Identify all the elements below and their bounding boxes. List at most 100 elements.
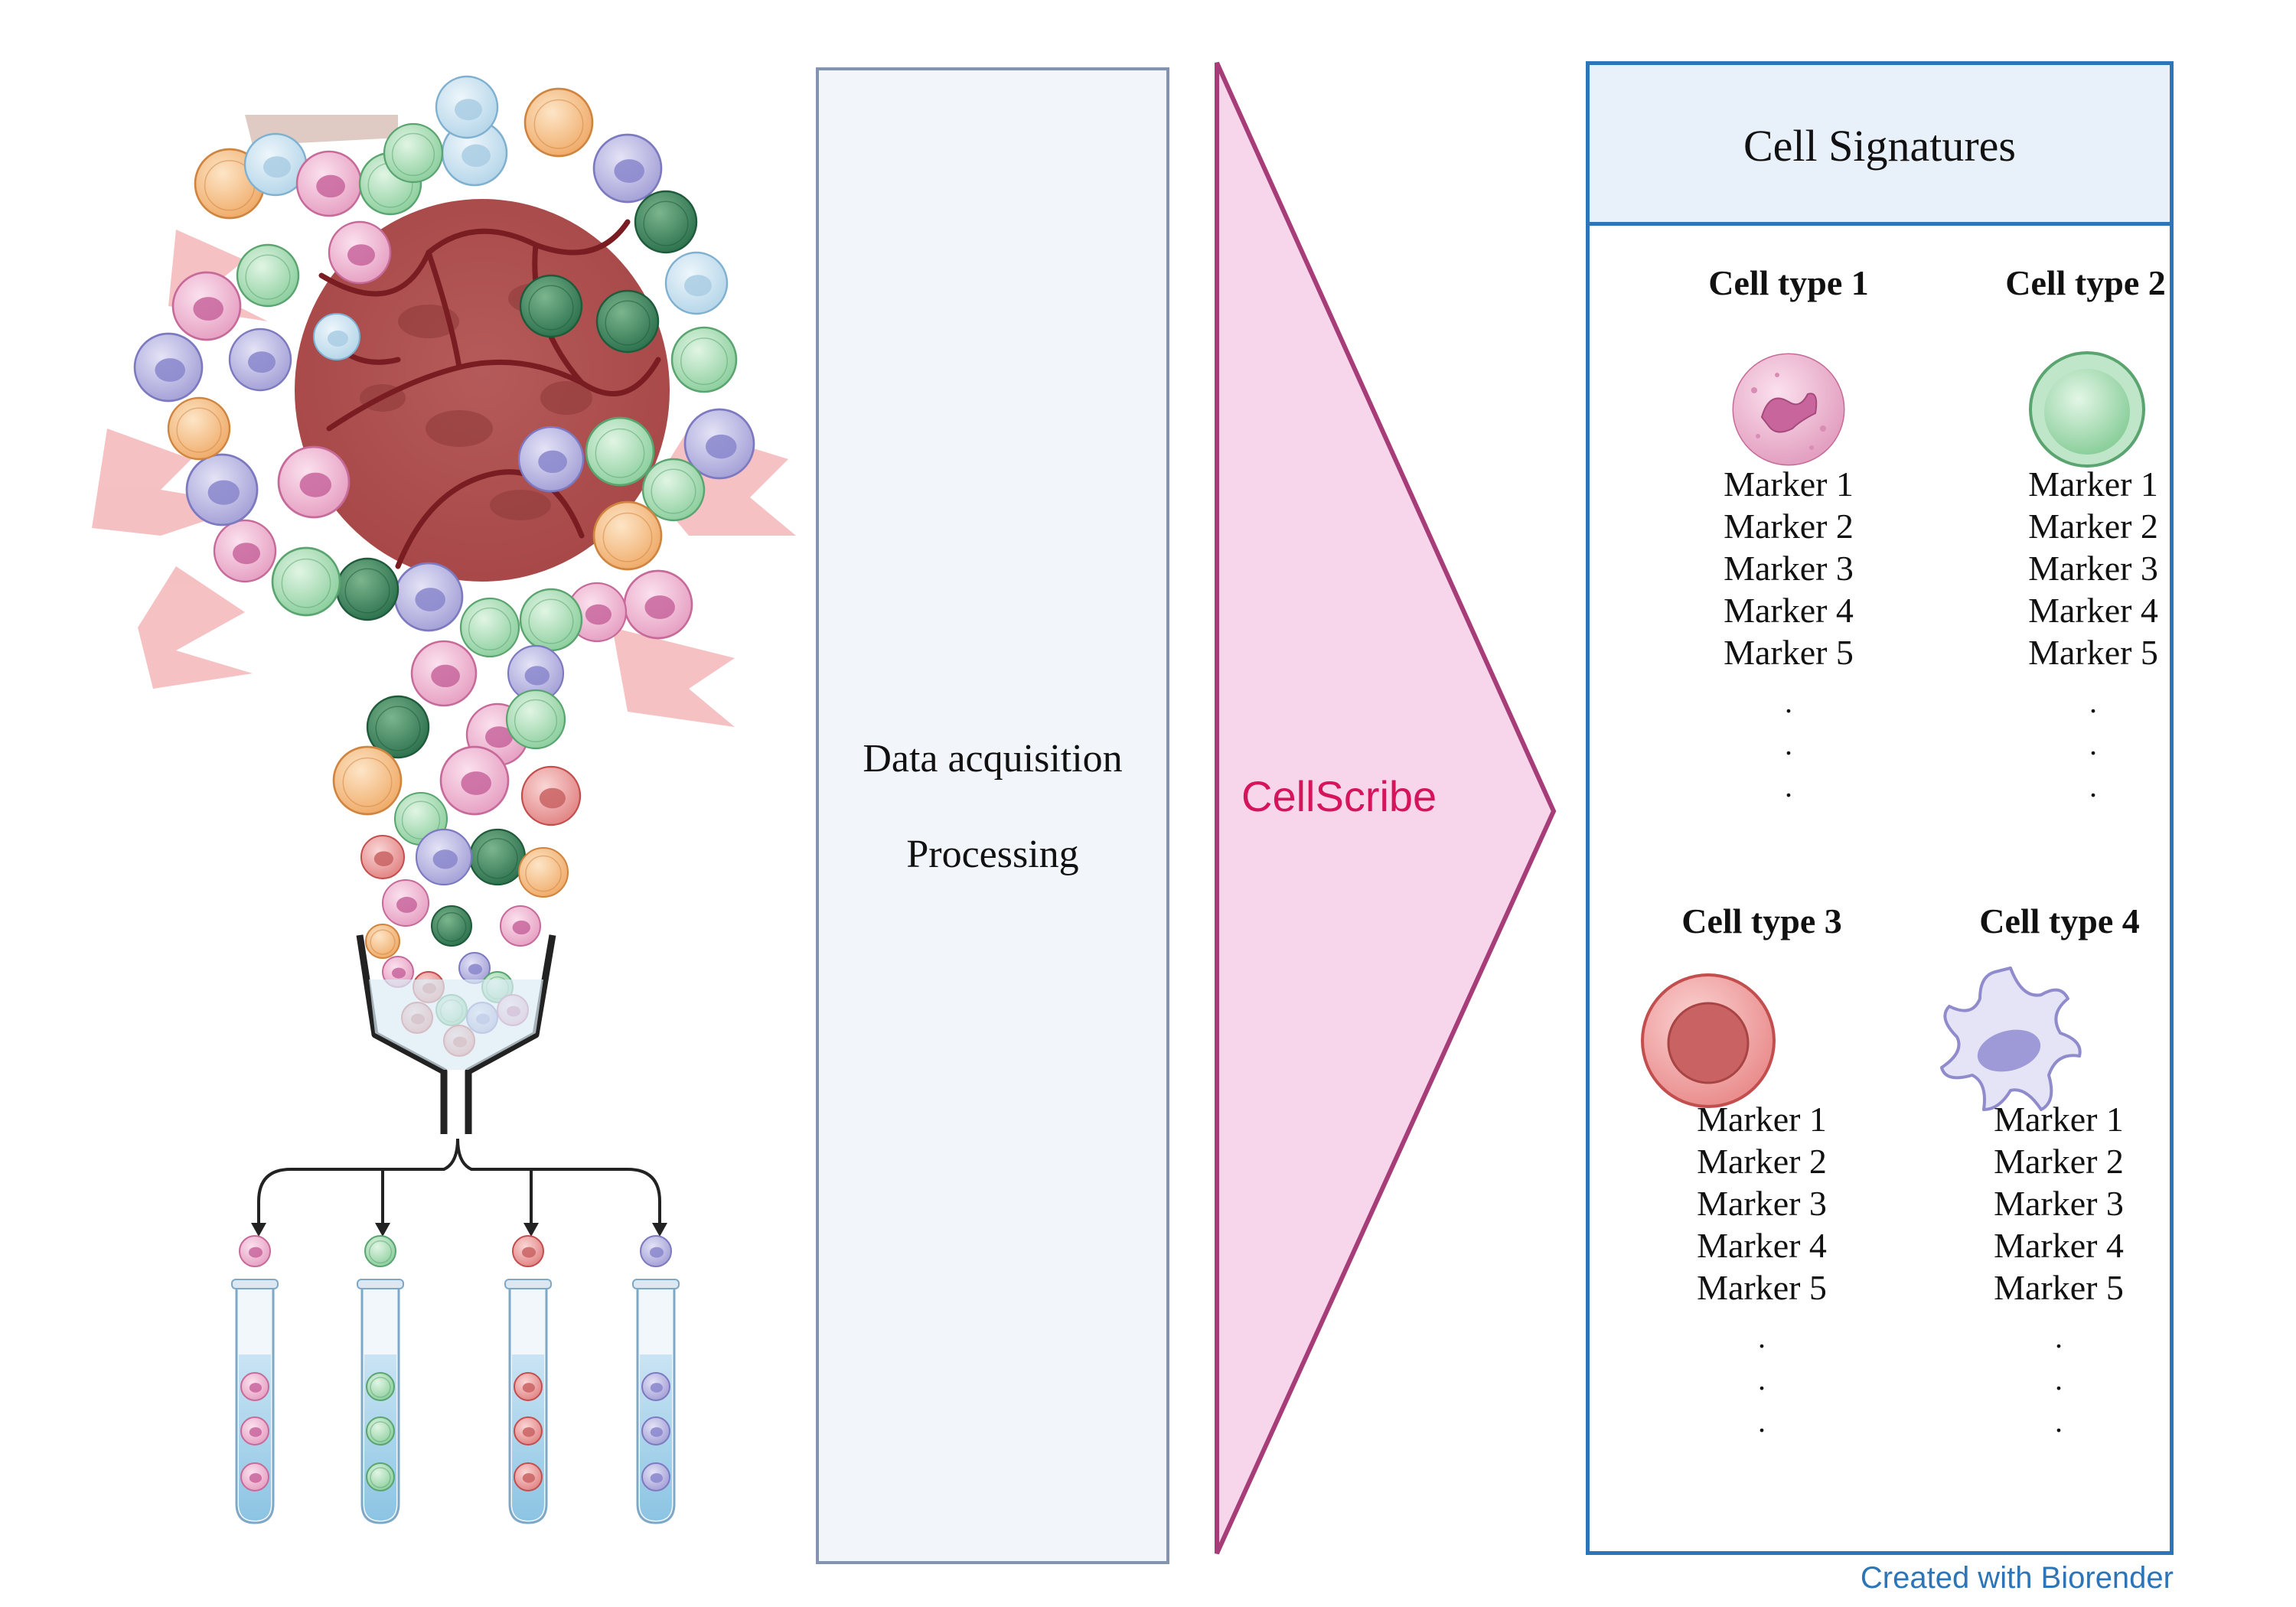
purple-cell xyxy=(683,408,755,480)
signatures-title: Cell Signatures xyxy=(1743,121,2016,171)
cell-type-2-title: Cell type 2 xyxy=(2005,263,2166,302)
marker-item: Marker 5 xyxy=(1724,633,1854,672)
cell-type-3-icon xyxy=(1641,973,1776,1108)
cell-type-1-markers: Marker 1 Marker 2 Marker 3 Marker 4 Mark… xyxy=(1674,463,1903,673)
processing-panel: Data acquisition Processing xyxy=(816,67,1169,1564)
ellipsis-dots: ... xyxy=(2055,1320,2063,1439)
marker-item: Marker 3 xyxy=(1994,1184,2124,1223)
marker-item: Marker 1 xyxy=(2028,464,2158,504)
pink-cell xyxy=(240,1416,269,1446)
funnel xyxy=(356,934,556,1134)
signatures-header: Cell Signatures xyxy=(1590,65,2170,226)
dgreen-cell xyxy=(366,695,430,759)
purple-cell xyxy=(641,1372,670,1401)
green-cell xyxy=(364,1235,396,1267)
orange-cell xyxy=(365,924,400,959)
green-cell xyxy=(366,1372,395,1401)
data-acquisition-label: Data acquisition xyxy=(863,737,1123,781)
marker-item: Marker 2 xyxy=(2028,507,2158,546)
pink-cell xyxy=(240,1372,269,1401)
processing-label: Processing xyxy=(906,833,1079,876)
blue-cell xyxy=(435,75,499,139)
method-arrow-shape xyxy=(1215,61,1557,1555)
marker-item: Marker 4 xyxy=(2028,591,2158,630)
orange-cell xyxy=(592,500,663,571)
pink-cell xyxy=(277,445,351,519)
purple-cell xyxy=(415,828,473,886)
marker-item: Marker 5 xyxy=(2028,633,2158,672)
tumor-sorting-illustration xyxy=(92,75,796,1524)
cell-type-4-title: Cell type 4 xyxy=(1979,901,2140,940)
dgreen-cell xyxy=(595,289,660,354)
cell-type-3-markers: Marker 1 Marker 2 Marker 3 Marker 4 Mark… xyxy=(1647,1098,1877,1309)
orange-cell xyxy=(332,745,403,816)
pink-cell xyxy=(213,519,277,583)
dgreen-cell xyxy=(519,274,583,338)
cell-signatures-panel: Cell Signatures Cell type 1 Cell type 2 … xyxy=(1586,61,2174,1555)
red-cell xyxy=(514,1462,543,1491)
cell-type-4-icon xyxy=(1940,966,2082,1111)
marker-item: Marker 3 xyxy=(1697,1184,1827,1223)
red-cell xyxy=(514,1372,543,1401)
green-cell xyxy=(366,1416,395,1446)
pink-cell xyxy=(500,905,541,947)
orange-cell xyxy=(523,87,594,158)
dgreen-cell xyxy=(468,828,527,886)
test-tubes xyxy=(231,1235,680,1524)
method-name: CellScribe xyxy=(1241,772,1437,820)
purple-cell xyxy=(592,133,663,204)
sorting-arrows xyxy=(257,1138,661,1224)
marker-item: Marker 5 xyxy=(1994,1268,2124,1307)
marker-item: Marker 2 xyxy=(1697,1142,1827,1181)
marker-item: Marker 1 xyxy=(1697,1100,1827,1139)
purple-cell xyxy=(517,425,585,493)
cell-type-1-title: Cell type 1 xyxy=(1708,263,1869,302)
marker-item: Marker 4 xyxy=(1697,1226,1827,1265)
green-cell xyxy=(519,588,583,652)
marker-item: Marker 3 xyxy=(2028,549,2158,588)
green-cell xyxy=(366,1462,395,1491)
orange-cell xyxy=(518,847,569,898)
biorender-credit[interactable]: Created with Biorender xyxy=(1860,1561,2174,1595)
purple-cell xyxy=(185,453,259,526)
purple-cell xyxy=(393,562,464,632)
arrowheads xyxy=(251,1223,667,1237)
ellipsis-dots: ... xyxy=(1758,1320,1766,1439)
marker-item: Marker 4 xyxy=(1994,1226,2124,1265)
red-cell xyxy=(514,1416,543,1446)
purple-cell xyxy=(641,1416,670,1446)
pink-cell xyxy=(623,569,693,640)
green-cell xyxy=(670,326,738,393)
cell-type-2-markers: Marker 1 Marker 2 Marker 3 Marker 4 Mark… xyxy=(1978,463,2208,673)
pink-cell xyxy=(439,745,510,816)
funnel-liquid xyxy=(369,980,543,1070)
red-cell xyxy=(360,835,405,879)
dgreen-cell xyxy=(335,557,400,621)
red-cell xyxy=(520,765,582,826)
marker-item: Marker 1 xyxy=(1724,464,1854,504)
marker-item: Marker 1 xyxy=(1994,1100,2124,1139)
pink-cell xyxy=(240,1462,269,1491)
cell-type-4-markers: Marker 1 Marker 2 Marker 3 Marker 4 Mark… xyxy=(1944,1098,2174,1309)
purple-cell xyxy=(641,1462,670,1491)
red-cell xyxy=(512,1235,544,1267)
blue-cell xyxy=(313,313,360,360)
green-cell xyxy=(459,597,520,658)
green-cell xyxy=(271,546,341,617)
marker-item: Marker 3 xyxy=(1724,549,1854,588)
marker-item: Marker 2 xyxy=(1994,1142,2124,1181)
green-cell xyxy=(383,122,444,184)
green-cell xyxy=(641,458,706,522)
purple-cell xyxy=(228,328,292,392)
method-arrow xyxy=(1215,61,1557,1555)
marker-item: Marker 2 xyxy=(1724,507,1854,546)
marker-item: Marker 5 xyxy=(1697,1268,1827,1307)
marker-item: Marker 4 xyxy=(1724,591,1854,630)
pink-cell xyxy=(410,640,478,707)
ellipsis-dots: ... xyxy=(1785,685,1792,804)
pink-cell xyxy=(328,220,392,285)
purple-cell xyxy=(133,332,204,403)
pink-cell xyxy=(382,879,429,927)
pink-cell xyxy=(295,150,363,217)
